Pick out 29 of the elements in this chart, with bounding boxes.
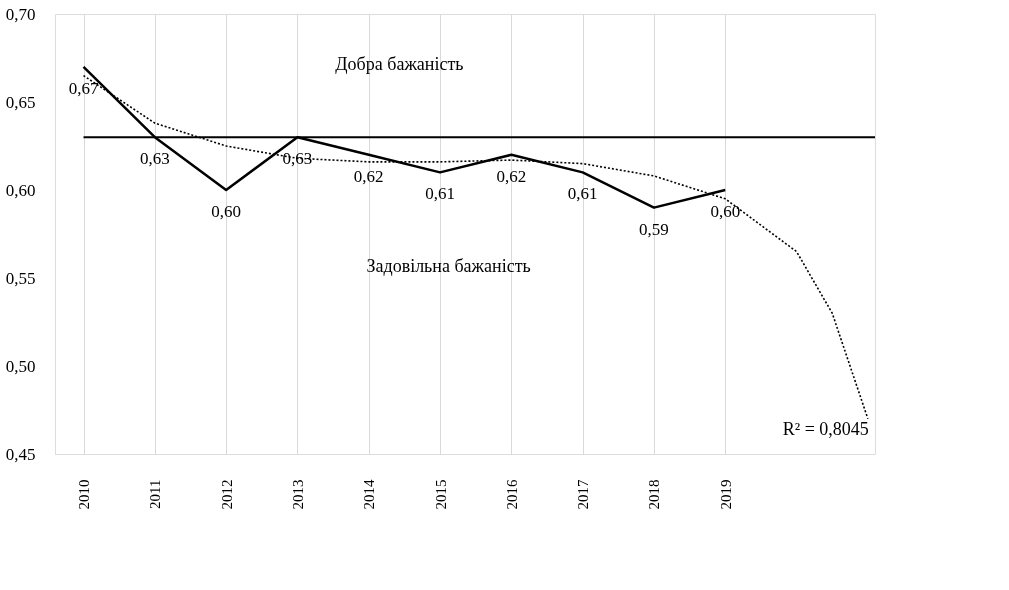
annotation: R² = 0,8045 (782, 418, 869, 439)
data-label: 0,63 (139, 149, 170, 169)
data-label: 0,61 (567, 184, 598, 204)
x-tick-label: 2016 (503, 479, 520, 510)
x-tick-label: 2017 (575, 479, 592, 510)
data-label: 0,67 (68, 78, 99, 98)
data-label: 0,59 (639, 219, 669, 239)
y-tick-label: 0,45 (5, 444, 36, 464)
data-label: 0,60 (211, 202, 242, 221)
x-tick-label: 2012 (218, 479, 235, 510)
annotation: Добра бажаність (335, 53, 464, 74)
y-tick-label: 0,65 (5, 92, 36, 112)
x-tick-label: 2014 (361, 479, 378, 510)
x-tick-label: 2013 (289, 479, 306, 510)
data-label: 0,60 (710, 202, 741, 221)
y-tick-label: 0,60 (5, 180, 36, 200)
x-tick-label: 2011 (147, 479, 164, 509)
y-tick-label: 0,70 (5, 4, 36, 24)
x-tick-label: 2018 (646, 479, 663, 510)
data-label: 0,61 (425, 184, 455, 204)
annotation: Задовільна бажаність (366, 256, 531, 276)
x-tick-label: 2019 (717, 479, 734, 510)
data-label: 0,62 (496, 166, 527, 186)
data-label: 0,63 (282, 149, 313, 169)
x-tick-label: 2010 (76, 479, 93, 510)
y-tick-label: 0,55 (5, 268, 36, 288)
y-tick-label: 0,50 (5, 356, 36, 376)
data-label: 0,62 (353, 166, 384, 186)
x-tick-label: 2015 (432, 479, 449, 510)
